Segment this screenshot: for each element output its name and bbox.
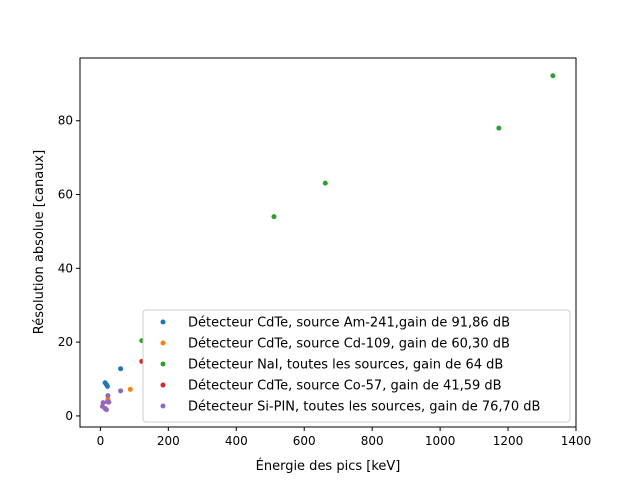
legend-marker-3 <box>160 361 166 367</box>
x-tick-label-5: 800 <box>361 434 384 448</box>
x-tick-label-3: 400 <box>225 434 248 448</box>
x-tick-label-8: 1400 <box>561 434 592 448</box>
y-axis-label: Résolution absolue [canaux] <box>32 150 47 334</box>
legend-marker-4 <box>160 382 166 388</box>
axes-frame <box>79 57 577 428</box>
legend-label-5: Détecteur Si-PIN, toutes les sources, ga… <box>188 400 540 415</box>
legend-label-2: Détecteur CdTe, source Cd-109, gain de 6… <box>188 337 510 352</box>
x-axis-label: Énergie des pics [keV] <box>256 458 401 474</box>
x-tick-label-1: 0 <box>97 434 105 448</box>
data-point-s5-4 <box>103 407 109 413</box>
data-point-s1-4 <box>118 366 124 372</box>
y-tick-label-2: 20 <box>58 335 73 349</box>
legend: Détecteur CdTe, source Am-241,gain de 91… <box>142 309 571 423</box>
data-point-s3-4 <box>496 125 502 131</box>
legend-marker-5 <box>160 403 166 409</box>
x-tick-label-2: 200 <box>157 434 180 448</box>
y-tick-label-1: 0 <box>65 409 73 423</box>
legend-box <box>142 309 571 423</box>
data-point-s2-2 <box>127 386 133 392</box>
y-tick-label-4: 60 <box>58 188 73 202</box>
data-point-s3-3 <box>322 180 328 186</box>
legend-label-4: Détecteur CdTe, source Co-57, gain de 41… <box>188 379 502 394</box>
data-point-s3-2 <box>271 214 277 220</box>
data-point-s1-3 <box>104 383 110 389</box>
data-point-s5-7 <box>106 399 112 405</box>
legend-label-1: Détecteur CdTe, source Am-241,gain de 91… <box>188 316 510 331</box>
y-tick-label-5: 80 <box>58 114 73 128</box>
y-tick-label-3: 40 <box>58 261 73 275</box>
y-axis-ticks: 0 20 40 60 80 <box>58 114 80 423</box>
legend-label-3: Détecteur NaI, toutes les sources, gain … <box>188 358 503 373</box>
x-tick-label-7: 1200 <box>493 434 524 448</box>
data-point-s3-5 <box>550 73 556 79</box>
data-point-s5-6 <box>105 393 111 399</box>
x-tick-label-4: 600 <box>293 434 316 448</box>
x-tick-label-6: 1000 <box>425 434 456 448</box>
data-point-s5-8 <box>118 388 124 394</box>
legend-marker-1 <box>160 319 166 325</box>
data-point-s5-2 <box>100 400 106 406</box>
legend-marker-2 <box>160 340 166 346</box>
x-axis-ticks: 0 200 400 600 800 1000 1200 1400 <box>97 427 592 448</box>
